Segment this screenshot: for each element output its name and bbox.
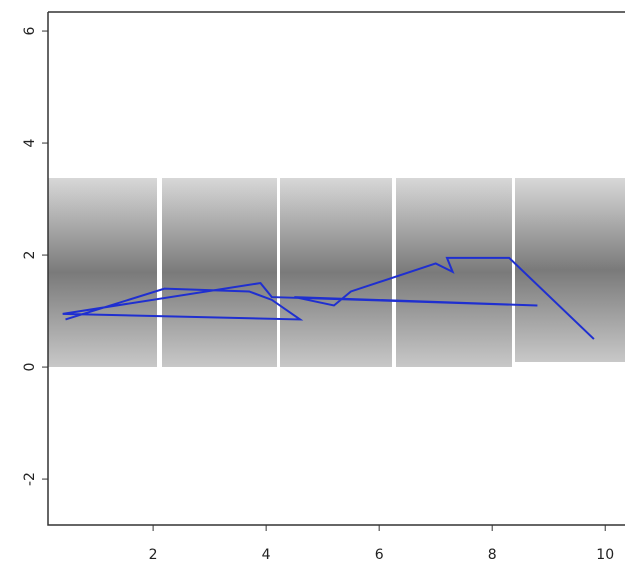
photos [48,178,625,367]
x-tick-label: 2 [149,547,158,563]
y-tick-label: 4 [22,139,38,148]
photo [515,178,625,362]
photo [162,178,277,367]
plot-frame [47,11,625,526]
y-tick-label: 2 [22,251,38,260]
photo [396,178,512,367]
y-tick-label: 0 [22,363,38,372]
line [62,256,595,340]
x-tick-label: 8 [488,547,497,563]
x-tick-label: 10 [596,547,614,563]
photo [48,178,157,367]
x-tick-label: 6 [375,547,384,563]
x-tick-label: 4 [262,547,271,563]
y-tick-label: 6 [22,27,38,36]
photo [280,178,392,367]
y-tick-label: -2 [22,472,38,486]
